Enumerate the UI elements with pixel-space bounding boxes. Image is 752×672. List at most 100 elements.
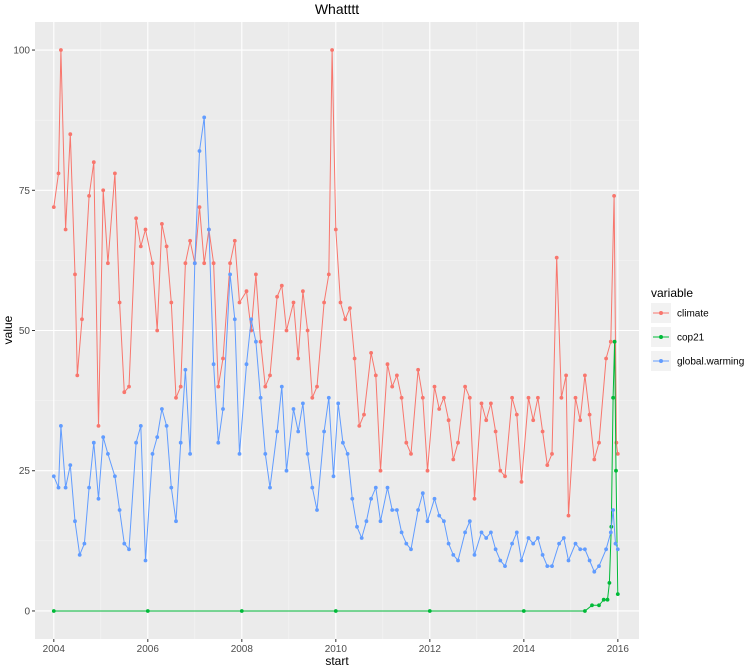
- data-point-global-warming: [155, 435, 160, 439]
- data-point-global-warming: [425, 519, 430, 524]
- data-point-global-warming: [531, 541, 536, 546]
- data-point-cop21: [597, 603, 601, 608]
- data-point-global-warming: [263, 452, 268, 456]
- data-point-climate: [174, 395, 178, 400]
- data-point-cop21: [427, 609, 432, 613]
- data-point-climate: [178, 384, 183, 389]
- data-point-climate: [51, 205, 56, 210]
- data-point-climate: [188, 238, 193, 243]
- data-point-cop21: [51, 609, 56, 613]
- data-point-climate: [134, 216, 139, 221]
- data-point-climate: [127, 384, 131, 389]
- data-point-global-warming: [442, 519, 446, 524]
- y-tick-label: 25: [19, 466, 31, 477]
- data-point-global-warming: [592, 569, 597, 574]
- data-point-global-warming: [615, 547, 620, 552]
- data-point-global-warming: [164, 424, 169, 428]
- data-point-climate: [409, 452, 413, 456]
- data-point-global-warming: [373, 485, 378, 490]
- data-point-climate: [554, 255, 559, 260]
- data-point-global-warming: [409, 547, 413, 552]
- data-point-global-warming: [96, 496, 101, 501]
- data-point-climate: [587, 412, 592, 417]
- data-point-climate: [369, 351, 373, 355]
- data-point-global-warming: [117, 508, 122, 512]
- data-point-global-warming: [87, 485, 91, 490]
- data-point-global-warming: [77, 553, 82, 557]
- data-point-global-warming: [359, 536, 364, 540]
- data-point-climate: [59, 48, 63, 52]
- data-point-global-warming: [550, 564, 554, 568]
- data-point-climate: [96, 424, 101, 428]
- data-point-climate: [169, 300, 174, 305]
- data-point-cop21: [145, 609, 150, 613]
- data-point-climate: [385, 362, 390, 367]
- data-point-climate: [322, 300, 326, 305]
- data-point-climate: [526, 395, 531, 400]
- data-point-global-warming: [56, 485, 61, 490]
- data-point-climate: [536, 395, 540, 400]
- data-point-climate: [514, 412, 519, 417]
- data-point-global-warming: [369, 496, 373, 501]
- data-point-cop21: [605, 597, 610, 602]
- data-point-global-warming: [59, 424, 63, 428]
- data-point-global-warming: [385, 485, 390, 490]
- data-point-global-warming: [150, 452, 155, 456]
- data-point-climate: [404, 440, 409, 445]
- data-point-cop21: [239, 609, 244, 613]
- data-point-global-warming: [232, 317, 237, 322]
- data-point-climate: [232, 238, 237, 243]
- data-point-climate: [291, 300, 296, 305]
- data-point-climate: [117, 300, 122, 305]
- data-point-global-warming: [178, 440, 183, 445]
- data-point-climate: [451, 457, 456, 462]
- data-point-climate: [73, 272, 77, 277]
- data-point-global-warming: [364, 519, 369, 524]
- data-point-climate: [150, 261, 155, 266]
- data-point-cop21: [607, 581, 612, 585]
- data-point-global-warming: [416, 508, 420, 512]
- data-point-climate: [284, 328, 289, 333]
- data-point-climate: [597, 440, 601, 445]
- data-point-cop21: [333, 609, 338, 613]
- x-tick-label: 2012: [419, 644, 442, 655]
- data-point-climate: [75, 373, 80, 378]
- data-point-climate: [164, 244, 169, 249]
- data-point-climate: [101, 188, 106, 193]
- data-point-climate: [211, 261, 216, 266]
- data-point-climate: [612, 194, 616, 198]
- data-point-climate: [122, 390, 127, 395]
- data-point-global-warming: [561, 536, 566, 540]
- data-point-climate: [566, 513, 571, 518]
- y-tick-label: 75: [19, 186, 31, 197]
- data-point-global-warming: [484, 536, 489, 540]
- data-point-global-warming: [322, 429, 326, 434]
- data-point-global-warming: [228, 272, 233, 277]
- series-layer: [51, 48, 620, 613]
- data-point-global-warming: [345, 452, 350, 456]
- data-point-global-warming: [479, 530, 484, 535]
- data-point-global-warming: [566, 558, 571, 563]
- data-point-global-warming: [73, 519, 77, 524]
- data-point-climate: [614, 440, 619, 445]
- data-point-climate: [296, 356, 301, 361]
- data-point-climate: [254, 272, 258, 277]
- data-point-global-warming: [493, 547, 498, 552]
- data-point-global-warming: [404, 541, 409, 546]
- data-point-global-warming: [451, 553, 456, 557]
- data-point-global-warming: [326, 395, 331, 400]
- data-point-climate: [378, 468, 383, 473]
- data-point-climate: [87, 194, 91, 198]
- data-point-climate: [330, 48, 334, 52]
- data-point-global-warming: [587, 558, 592, 563]
- data-point-global-warming: [258, 395, 263, 400]
- data-point-climate: [573, 395, 578, 400]
- series-cop21: [51, 339, 620, 613]
- data-point-climate: [310, 395, 315, 400]
- data-point-global-warming: [211, 362, 216, 367]
- data-point-global-warming: [341, 440, 345, 445]
- data-point-climate: [305, 328, 310, 333]
- data-point-global-warming: [573, 541, 578, 546]
- data-point-global-warming: [183, 367, 188, 372]
- data-point-global-warming: [51, 474, 56, 479]
